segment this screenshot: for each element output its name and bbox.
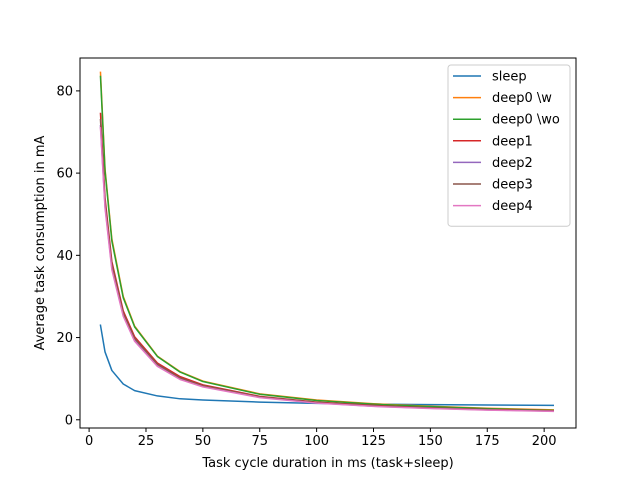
- series-line-6: [99, 127, 555, 413]
- y-axis-label: Average task consumption in mA: [33, 135, 48, 350]
- x-axis-ticks: 0 25 50 75 100 125 150 175 200: [85, 428, 557, 449]
- series-line-0: [99, 324, 555, 407]
- x-tick-label: 100: [304, 434, 329, 449]
- x-tick-label: 200: [532, 434, 557, 449]
- series-line-2: [99, 75, 555, 412]
- legend: sleep deep0 \w deep0 \wo deep1 deep2 deep3 dee…: [447, 64, 571, 227]
- x-tick-label: 175: [475, 434, 500, 449]
- x-tick-label: 75: [251, 434, 268, 449]
- legend-label: deep1: [492, 134, 533, 149]
- plot-lines: [99, 71, 555, 413]
- legend-label: sleep: [492, 70, 527, 85]
- x-tick-label: 0: [85, 434, 93, 449]
- legend-box: [447, 64, 571, 227]
- legend-label: deep2: [492, 156, 533, 171]
- legend-label: deep0 \w: [492, 91, 552, 106]
- plot-area: [79, 57, 577, 429]
- x-tick-label: 25: [138, 434, 155, 449]
- y-tick-label: 80: [56, 84, 73, 99]
- legend-label: deep4: [492, 199, 533, 214]
- legend-label: deep3: [492, 178, 533, 193]
- x-tick-label: 150: [418, 434, 443, 449]
- y-tick-label: 60: [56, 167, 73, 182]
- x-tick-label: 50: [195, 434, 212, 449]
- y-tick-label: 20: [56, 331, 73, 346]
- y-axis-ticks: 0 20 40 60 80: [56, 84, 80, 428]
- legend-label: deep0 \wo: [492, 113, 560, 128]
- y-tick-label: 40: [56, 249, 73, 264]
- y-tick-label: 0: [65, 413, 73, 428]
- x-tick-label: 125: [361, 434, 386, 449]
- x-axis-label: Task cycle duration in ms (task+sleep): [201, 456, 453, 471]
